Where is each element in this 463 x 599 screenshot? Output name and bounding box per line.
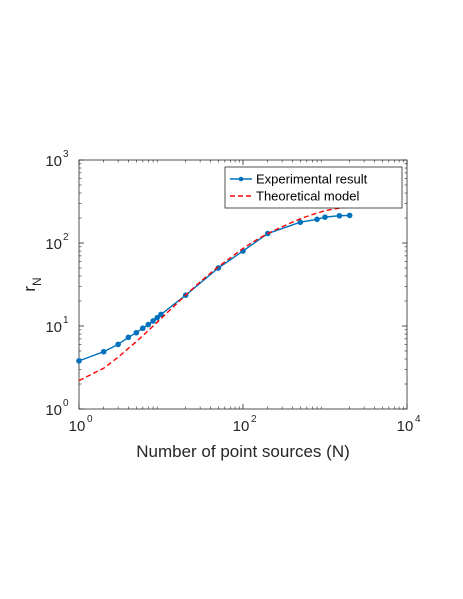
series-line-1 — [78, 214, 350, 362]
data-point — [346, 212, 353, 219]
data-point — [314, 216, 320, 223]
series-line-2 — [78, 205, 358, 382]
x-tick-label: 10 — [397, 418, 414, 435]
x-tick-exponent: 4 — [415, 414, 421, 425]
y-tick-label: 10 — [45, 402, 62, 419]
data-point — [297, 219, 304, 226]
data-point — [322, 214, 328, 220]
y-axis-label-base: r — [20, 286, 39, 292]
y-axis-label-subscript: N — [30, 277, 44, 286]
x-tick-label: 10 — [69, 418, 86, 435]
y-axis-label: rN — [20, 277, 44, 291]
data-point — [145, 321, 152, 328]
x-axis-label: Number of point sources (N) — [136, 442, 350, 461]
data-point — [154, 314, 161, 321]
y-tick-exponent: 1 — [63, 315, 69, 326]
data-point — [140, 325, 146, 332]
legend-marker — [238, 176, 244, 182]
legend-label-2: Theoretical model — [256, 189, 359, 204]
data-point — [133, 329, 140, 336]
data-point — [125, 334, 132, 341]
x-tick-exponent: 0 — [87, 414, 93, 425]
y-tick-label: 10 — [45, 319, 62, 336]
data-point — [100, 348, 107, 355]
y-tick-exponent: 0 — [63, 398, 69, 409]
legend-label-1: Experimental result — [256, 172, 368, 187]
legend-box — [224, 166, 403, 209]
data-point — [336, 212, 343, 219]
x-tick-exponent: 2 — [251, 414, 257, 425]
data-point — [76, 358, 82, 364]
y-tick-label: 10 — [45, 153, 62, 170]
data-point — [158, 311, 164, 318]
data-point — [150, 318, 156, 324]
data-point — [115, 341, 121, 348]
y-tick-exponent: 3 — [63, 149, 69, 160]
y-tick-label: 10 — [45, 236, 62, 253]
y-tick-exponent: 2 — [63, 232, 69, 243]
x-tick-label: 10 — [233, 418, 250, 435]
